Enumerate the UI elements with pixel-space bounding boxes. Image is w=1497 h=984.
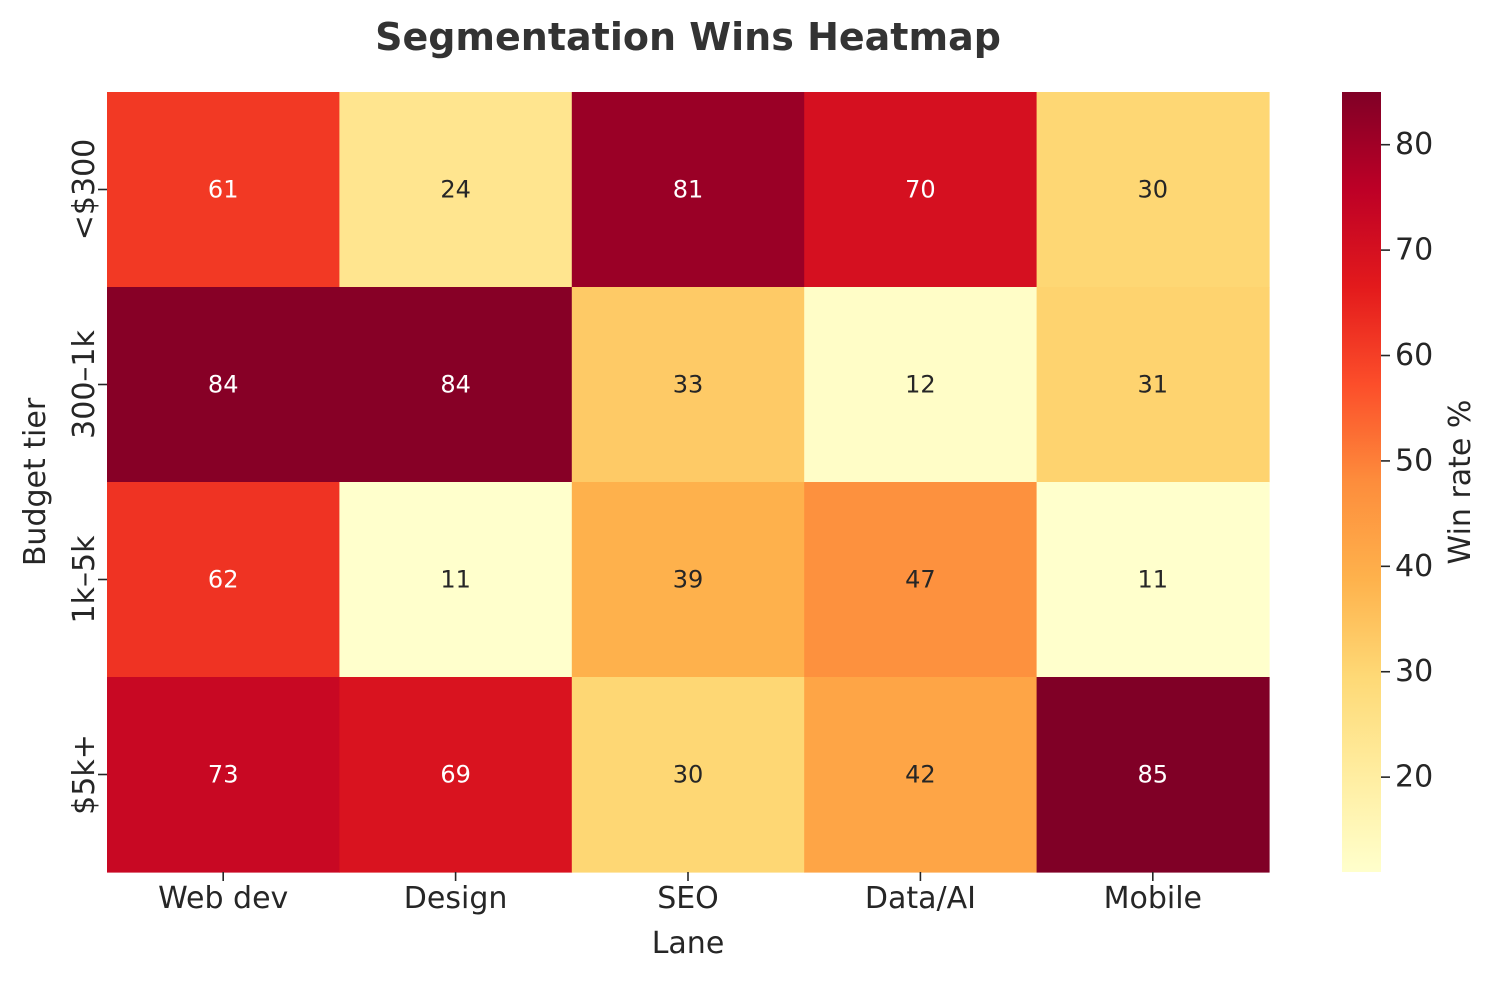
cell-value-label: 11	[440, 566, 471, 594]
heatmap-cell	[804, 677, 1038, 873]
heatmap-cell	[339, 287, 573, 483]
cell-value-label: 61	[208, 176, 239, 204]
y-axis-label: Budget tier	[18, 397, 53, 566]
heatmap-cell	[1036, 482, 1270, 678]
heatmap-cells	[107, 92, 1270, 873]
x-axis-ticks: Web dev Design SEO Data/AI Mobile	[158, 872, 1202, 916]
cell-value-label: 11	[1138, 566, 1169, 594]
cell-value-label: 85	[1138, 761, 1169, 789]
y-tick-label: <$300	[67, 139, 102, 240]
cell-value-label: 47	[905, 566, 936, 594]
heatmap-cell	[804, 287, 1038, 483]
heatmap-cell	[804, 92, 1038, 288]
x-tick-label: SEO	[657, 881, 719, 916]
x-tick-label: Mobile	[1104, 881, 1202, 916]
heatmap-cell	[1036, 92, 1270, 288]
y-tick-label: 1k–5k	[67, 535, 102, 624]
heatmap-cell	[571, 677, 805, 873]
colorbar-tick-label: 50	[1395, 443, 1433, 478]
cell-value-label: 81	[673, 176, 704, 204]
cell-value-label: 84	[208, 371, 239, 399]
heatmap-cell	[571, 92, 805, 288]
cell-value-label: 24	[440, 176, 471, 204]
heatmap-cell	[339, 92, 573, 288]
cell-value-label: 33	[673, 371, 704, 399]
colorbar-label: Win rate %	[1443, 400, 1478, 565]
heatmap-cell	[571, 287, 805, 483]
x-tick-label: Web dev	[158, 881, 288, 916]
heatmap-cell	[107, 92, 340, 288]
cell-value-label: 84	[440, 371, 471, 399]
cell-annotations: 61 24 81 70 30 84 84 33 12 31 62 11 39 47 11 73 69 30 42 85	[208, 176, 1168, 789]
heatmap-cell	[1036, 287, 1270, 483]
colorbar-tick-label: 30	[1395, 654, 1433, 689]
cell-value-label: 69	[440, 761, 471, 789]
cell-value-label: 70	[905, 176, 936, 204]
heatmap-cell	[339, 677, 573, 873]
x-tick-label: Data/AI	[865, 881, 976, 916]
cell-value-label: 30	[673, 761, 704, 789]
y-axis-ticks: <$300 300–1k 1k–5k $5k+	[67, 139, 107, 815]
colorbar: 20 30 40 50 60 70 80	[1342, 92, 1433, 872]
heatmap-cell	[107, 287, 340, 483]
colorbar-tick-label: 70	[1395, 233, 1433, 268]
cell-value-label: 42	[905, 761, 936, 789]
heatmap-cell	[571, 482, 805, 678]
cell-value-label: 12	[905, 371, 936, 399]
heatmap-cell	[1036, 677, 1270, 873]
colorbar-tick-label: 80	[1395, 127, 1433, 162]
colorbar-gradient	[1342, 92, 1381, 872]
heatmap-cell	[339, 482, 573, 678]
cell-value-label: 62	[208, 566, 239, 594]
y-tick-label: 300–1k	[67, 330, 102, 439]
chart-title: Segmentation Wins Heatmap	[375, 15, 1001, 59]
colorbar-tick-label: 60	[1395, 338, 1433, 373]
heatmap-cell	[107, 677, 340, 873]
colorbar-tick-label: 20	[1395, 760, 1433, 795]
y-tick-label: $5k+	[67, 734, 102, 815]
colorbar-tick-label: 40	[1395, 549, 1433, 584]
x-axis-label: Lane	[652, 926, 725, 961]
heatmap-cell	[804, 482, 1038, 678]
cell-value-label: 30	[1138, 176, 1169, 204]
heatmap-cell	[107, 482, 340, 678]
cell-value-label: 39	[673, 566, 704, 594]
x-tick-label: Design	[404, 881, 508, 916]
cell-value-label: 73	[208, 761, 239, 789]
cell-value-label: 31	[1138, 371, 1169, 399]
